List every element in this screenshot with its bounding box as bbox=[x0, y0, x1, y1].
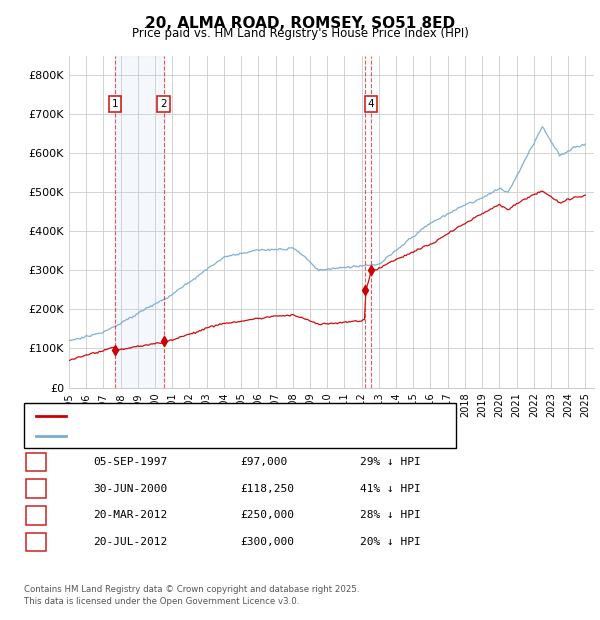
Text: 2: 2 bbox=[160, 99, 167, 109]
Text: 41% ↓ HPI: 41% ↓ HPI bbox=[360, 484, 421, 494]
Text: 4: 4 bbox=[32, 537, 40, 547]
Text: 28% ↓ HPI: 28% ↓ HPI bbox=[360, 510, 421, 520]
Text: 05-SEP-1997: 05-SEP-1997 bbox=[93, 457, 167, 467]
Text: 20% ↓ HPI: 20% ↓ HPI bbox=[360, 537, 421, 547]
Text: This data is licensed under the Open Government Licence v3.0.: This data is licensed under the Open Gov… bbox=[24, 597, 299, 606]
Text: 20-JUL-2012: 20-JUL-2012 bbox=[93, 537, 167, 547]
Text: 1: 1 bbox=[112, 99, 118, 109]
Text: 3: 3 bbox=[32, 510, 40, 520]
Text: 20, ALMA ROAD, ROMSEY, SO51 8ED (detached house): 20, ALMA ROAD, ROMSEY, SO51 8ED (detache… bbox=[75, 412, 361, 422]
Text: £97,000: £97,000 bbox=[240, 457, 287, 467]
Text: 2: 2 bbox=[32, 484, 40, 494]
Text: 20, ALMA ROAD, ROMSEY, SO51 8ED: 20, ALMA ROAD, ROMSEY, SO51 8ED bbox=[145, 16, 455, 31]
Text: 30-JUN-2000: 30-JUN-2000 bbox=[93, 484, 167, 494]
Text: 1: 1 bbox=[32, 457, 40, 467]
Bar bbox=[115, 56, 164, 388]
Text: 29% ↓ HPI: 29% ↓ HPI bbox=[360, 457, 421, 467]
Text: Contains HM Land Registry data © Crown copyright and database right 2025.: Contains HM Land Registry data © Crown c… bbox=[24, 585, 359, 594]
Text: £300,000: £300,000 bbox=[240, 537, 294, 547]
Text: £118,250: £118,250 bbox=[240, 484, 294, 494]
Text: 20-MAR-2012: 20-MAR-2012 bbox=[93, 510, 167, 520]
Text: £250,000: £250,000 bbox=[240, 510, 294, 520]
Text: 4: 4 bbox=[368, 99, 374, 109]
Text: Price paid vs. HM Land Registry's House Price Index (HPI): Price paid vs. HM Land Registry's House … bbox=[131, 27, 469, 40]
Text: HPI: Average price, detached house, Test Valley: HPI: Average price, detached house, Test… bbox=[75, 432, 323, 441]
